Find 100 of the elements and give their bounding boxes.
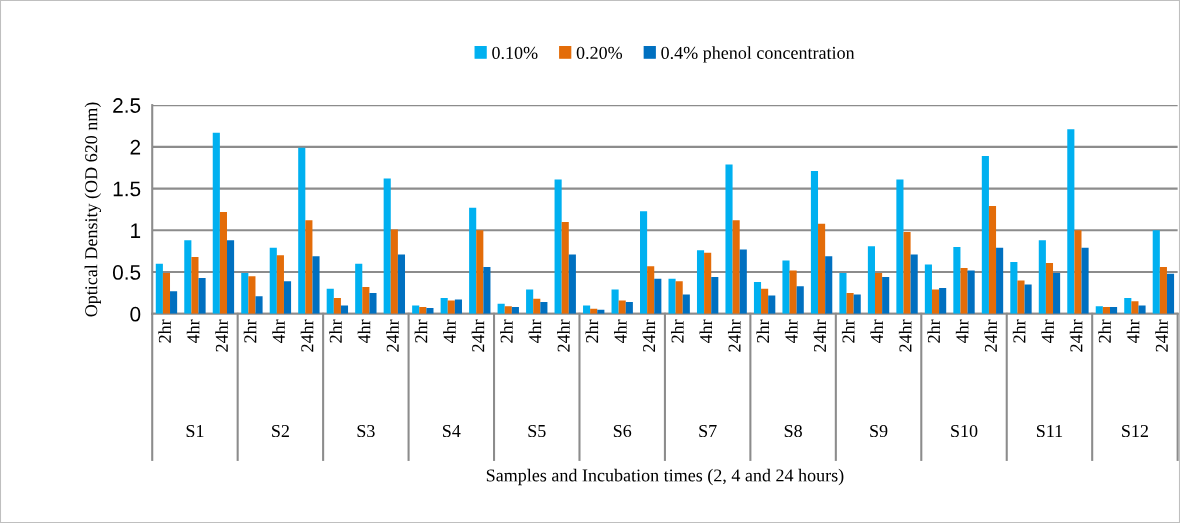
text: S10 <box>951 424 978 438</box>
bar <box>789 270 797 314</box>
bar <box>269 247 277 314</box>
bar <box>967 270 975 314</box>
x-tick-label: 4hr <box>443 319 456 344</box>
y-tick-label: 0.5 <box>112 265 141 280</box>
bar <box>1024 284 1032 314</box>
x-tick-label: 2hr <box>500 319 513 343</box>
text: S7 <box>699 424 717 438</box>
bar <box>305 220 313 314</box>
bar <box>818 223 826 314</box>
bar <box>241 272 249 314</box>
bar <box>1124 297 1132 314</box>
bar <box>1095 306 1103 314</box>
bar <box>931 289 940 314</box>
legend-label: 0.4% phenol concentration <box>661 46 855 63</box>
bar <box>326 288 334 314</box>
bar <box>903 232 911 314</box>
x-tick-label: 4hr <box>1041 319 1054 344</box>
bar <box>1074 230 1082 314</box>
legend-label: 0.10% <box>492 46 538 60</box>
bar <box>1017 280 1025 314</box>
x-tick-label: 24hr <box>471 319 485 352</box>
bar <box>939 287 947 314</box>
bar <box>1152 230 1160 314</box>
bar <box>696 250 705 314</box>
text: S11 <box>1036 424 1063 438</box>
bar <box>362 287 370 314</box>
x-tick-label: 2hr <box>1098 319 1111 343</box>
bar <box>226 240 235 314</box>
bar <box>447 300 455 314</box>
bar <box>162 272 171 314</box>
x-tick-label: 24hr <box>1069 319 1083 352</box>
x-tick-label: 24hr <box>984 319 997 352</box>
x-tick-label: 24hr <box>1155 319 1168 352</box>
bar <box>682 294 690 314</box>
text: S4 <box>442 424 461 438</box>
bar <box>732 220 740 314</box>
bar <box>155 263 163 314</box>
x-tick-label: 24hr <box>813 319 826 352</box>
bar <box>184 240 192 314</box>
bar <box>483 267 491 314</box>
x-tick-label: 2hr <box>841 319 855 343</box>
bar <box>540 302 548 314</box>
bar <box>640 211 648 314</box>
x-tick-label: 2hr <box>585 319 599 343</box>
bar <box>561 221 569 314</box>
y-tick-label: 0 <box>130 306 141 322</box>
text: S8 <box>784 424 802 438</box>
bar <box>981 156 989 314</box>
bar <box>896 179 904 314</box>
x-tick-label: 4hr <box>272 319 285 344</box>
bar <box>953 247 961 314</box>
bar <box>611 289 619 314</box>
x-tick-label: 2hr <box>927 319 940 343</box>
bar <box>355 263 363 314</box>
bar <box>960 267 968 314</box>
x-tick-label: 24hr <box>386 319 399 352</box>
bar <box>1166 273 1175 314</box>
bar <box>412 305 420 314</box>
bar <box>369 292 377 314</box>
bar <box>248 276 256 314</box>
bar <box>768 295 776 314</box>
bar <box>312 256 320 314</box>
bar <box>454 299 462 314</box>
bar <box>469 207 477 314</box>
text: S9 <box>870 424 888 438</box>
text: S6 <box>613 424 632 438</box>
text: S12 <box>1122 424 1148 438</box>
bar <box>340 305 349 314</box>
bar <box>526 289 534 314</box>
text: Samples and Incubation times (2, 4 and 24 hours) <box>486 468 844 486</box>
x-tick-label: 24hr <box>557 319 570 352</box>
bar <box>1081 247 1089 314</box>
bar <box>383 178 391 314</box>
x-tick-label: 24hr <box>898 319 912 352</box>
bar <box>276 255 284 314</box>
bar <box>583 305 591 314</box>
bar <box>191 257 199 314</box>
x-tick-label: 24hr <box>300 319 314 352</box>
y-tick-label: 1.5 <box>113 181 141 197</box>
bar <box>846 292 854 314</box>
x-tick-label: 2hr <box>756 319 769 343</box>
bar <box>568 254 576 314</box>
bar <box>1131 301 1139 314</box>
bar <box>212 132 220 314</box>
x-tick-label: 2hr <box>414 319 428 343</box>
y-tick-label: 2 <box>130 139 141 155</box>
bar <box>390 229 398 314</box>
bar <box>704 252 712 314</box>
bar <box>170 291 178 314</box>
bar <box>867 246 875 314</box>
bar <box>1138 305 1146 314</box>
bar <box>1159 267 1167 314</box>
x-tick-label: 4hr <box>955 319 969 344</box>
bar <box>1038 240 1046 314</box>
bar <box>753 282 762 314</box>
bar <box>825 256 833 314</box>
x-tick-label: 4hr <box>699 319 712 344</box>
bar <box>333 297 341 314</box>
